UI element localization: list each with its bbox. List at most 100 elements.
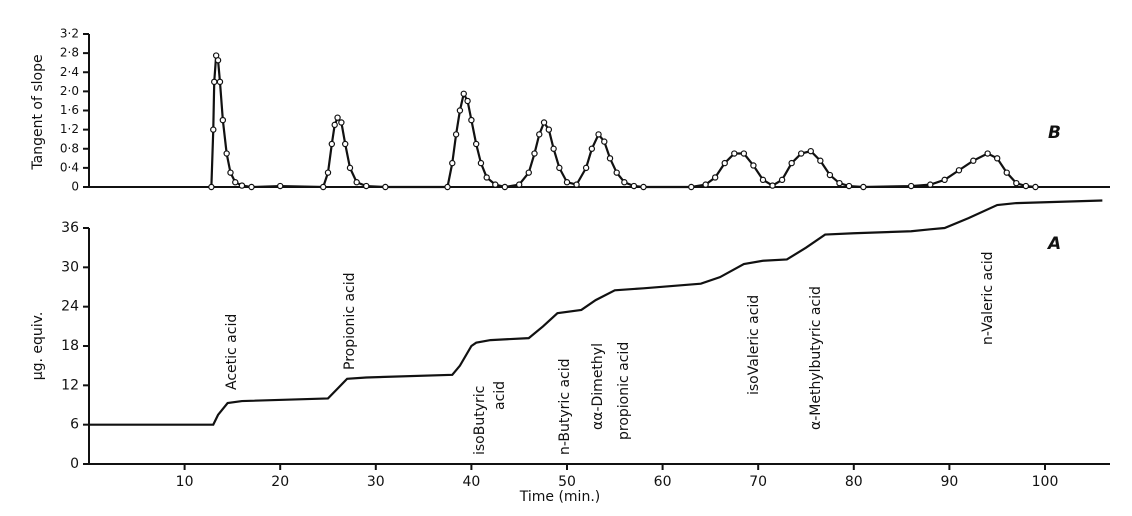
data-point [556,164,563,172]
data-point [826,171,834,179]
x-tick-label: 40 [462,474,480,490]
y-tick-label: 30 [61,259,79,275]
data-point [740,150,748,157]
data-point [460,90,467,97]
panel-label: A [1046,234,1061,254]
annotation: n-Butyric acid [557,358,573,455]
data-point [219,116,227,124]
data-point [750,162,757,169]
data-point [382,183,389,191]
y-tick-label: 24 [61,299,79,315]
data-point [817,157,824,164]
data-point [531,150,538,157]
data-point [588,145,596,152]
data-point [320,183,327,191]
y-tick-label: 6 [70,417,79,433]
annotation: αα-Dimethyl [590,343,606,430]
data-point [540,119,548,126]
data-point [353,179,360,186]
data-point [798,150,805,157]
data-point [238,182,246,189]
x-tick-label: 70 [749,474,767,490]
data-point [550,145,557,152]
data-point [456,107,464,114]
x-tick-label: 60 [654,474,672,490]
data-point [468,116,475,124]
data-point [1013,179,1020,187]
y-tick-label: 1·2 [60,122,79,136]
x-tick-label: 50 [558,474,576,490]
data-point [444,183,451,191]
data-point [573,181,580,188]
x-tick-label: 100 [1032,474,1059,490]
y-tick-label: 2·0 [60,84,79,98]
data-point [778,176,786,184]
data-point [1003,169,1010,176]
data-line [210,55,1036,189]
data-point [227,169,234,176]
y-tick-label: 0·4 [60,160,79,174]
data-point [582,164,590,172]
data-point [334,114,341,121]
data-point [836,179,843,187]
data-point [702,181,709,188]
data-point [331,121,338,129]
data-point [346,164,354,172]
y-tick-label: 3·2 [60,27,79,41]
x-tick-label: 80 [845,474,863,490]
data-point [464,97,471,105]
data-point [759,176,767,184]
x-axis-label: Time (min.) [519,489,601,505]
data-point [216,78,224,86]
y-axis-label: μg. equiv. [30,312,46,381]
annotation: n-Valeric acid [980,251,996,345]
data-point [338,119,345,126]
data-point [613,169,620,176]
panel-label: B [1048,123,1061,143]
data-point [208,183,215,191]
y-tick-label: 0·8 [60,141,79,155]
data-point [845,182,853,190]
annotation: α-Methylbutyric acid [808,286,824,430]
data-point [807,147,814,155]
annotation: isoButyric [472,386,488,455]
data-point [214,57,222,64]
data-point [970,157,977,164]
y-tick-label: 2·8 [60,46,79,60]
data-point [993,155,1001,162]
data-point [941,176,948,184]
data-point [621,179,628,186]
data-point [769,182,776,189]
data-point [324,169,332,176]
data-point [483,174,490,181]
data-point [223,150,230,157]
data-point [595,131,602,138]
data-point [276,182,284,190]
x-tick-label: 20 [271,474,289,490]
y-tick-label: 2·4 [60,65,79,79]
data-point [515,181,523,188]
data-point [232,179,239,186]
annotation: Acetic acid [224,314,240,390]
data-point [984,150,991,157]
annotation: propionic acid [616,342,632,440]
data-point [501,183,509,191]
x-tick-label: 30 [367,474,385,490]
data-point [210,126,217,133]
data-point [731,150,738,157]
x-tick-label: 10 [176,474,194,490]
data-point [492,181,499,188]
x-tick-label: 90 [940,474,958,490]
y-tick-label: 0 [70,456,79,472]
data-point [640,183,647,191]
data-point [688,183,695,191]
data-point [536,131,543,138]
data-line [89,199,1103,426]
data-point [328,140,336,148]
data-point [545,126,553,133]
y-tick-label: 36 [61,220,79,236]
y-tick-label: 0 [71,180,79,194]
annotation: isoValeric acid [746,295,762,395]
data-point [721,159,728,167]
